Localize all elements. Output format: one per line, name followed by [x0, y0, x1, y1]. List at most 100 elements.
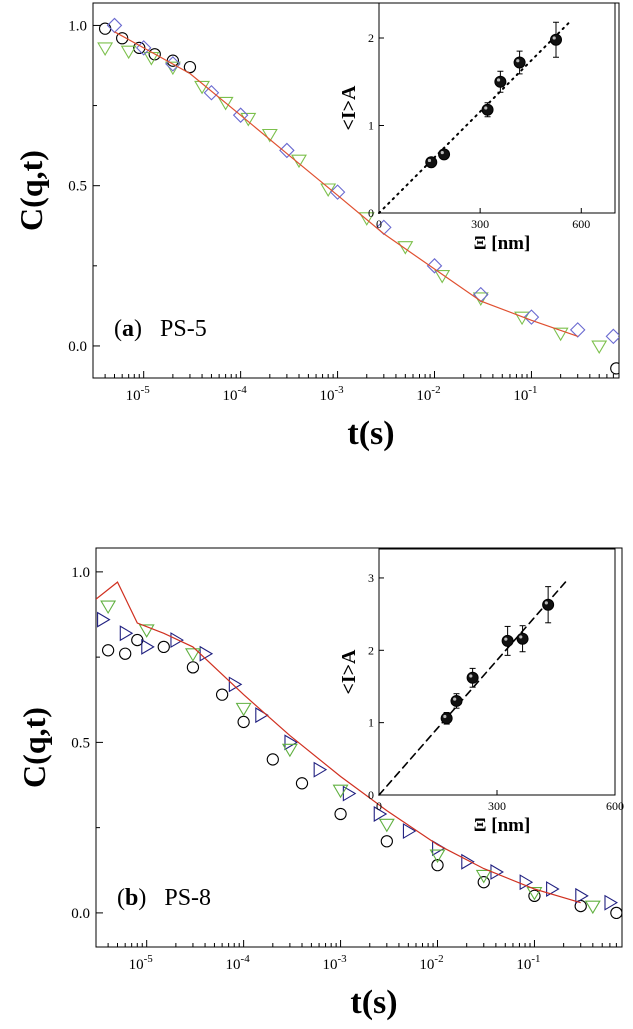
x-tick-exponent: -4	[238, 384, 248, 396]
inset-x-tick-label: 600	[572, 217, 590, 231]
inset-a: 0 300 600 0 1 2 Ξ [nm] <I>A	[338, 2, 616, 254]
y-tick-label: 0.0	[68, 339, 87, 355]
data-point	[380, 835, 393, 848]
data-point	[131, 633, 144, 647]
data-point	[546, 881, 560, 897]
point-highlight	[544, 601, 548, 605]
data-point	[291, 154, 307, 169]
data-point	[342, 785, 357, 802]
y-tick-label: 1.0	[68, 18, 87, 34]
inset-frame-a	[378, 2, 616, 214]
data-point	[116, 32, 129, 45]
data-point	[217, 96, 234, 111]
inset-y-ticks-b: 0 1 2 3	[368, 571, 384, 802]
x-tick-base: 10	[419, 957, 434, 973]
x-tick-label: 10-4	[223, 384, 248, 404]
marks-clip-group	[96, 581, 622, 920]
data-point	[284, 734, 298, 751]
data-point	[203, 84, 220, 101]
panel-label-close-paren: )	[138, 885, 146, 911]
point-highlight	[516, 59, 520, 63]
inset-y-tick-label: 3	[368, 571, 374, 585]
series-line	[96, 581, 581, 904]
inset-x-tick-label: 0	[376, 217, 382, 231]
x-tick-exponent: -3	[337, 953, 347, 965]
x-tick-base: 10	[516, 957, 531, 973]
panel-label-close-paren: )	[134, 316, 142, 342]
inset-data-point	[481, 103, 494, 116]
x-tick-label: 10-1	[513, 384, 537, 404]
data-point	[98, 22, 112, 35]
data-point	[431, 859, 444, 872]
point-highlight	[496, 78, 501, 82]
data-point	[575, 887, 589, 904]
inset-data-point	[501, 634, 514, 647]
y-tick-label: 0.5	[68, 179, 87, 195]
x-tick-base: 10	[322, 957, 337, 973]
data-point	[591, 340, 608, 355]
inset-y-ticks-a: 0 1 2	[368, 31, 384, 220]
x-tick-exponent: -3	[334, 384, 344, 396]
x-tick-label: 10-4	[226, 953, 251, 973]
data-point	[378, 818, 395, 833]
data-point	[138, 624, 155, 638]
x-axis-ticks-b: 10-5 10-4 10-3 10-2 10-1	[95, 940, 623, 973]
point-highlight	[484, 106, 488, 110]
point-highlight	[440, 150, 444, 155]
data-point	[228, 676, 243, 693]
x-tick-base: 10	[226, 957, 241, 973]
x-axis-ticks-a: 10-5 10-4 10-3 10-2 10-1	[92, 371, 620, 404]
point-highlight	[427, 158, 432, 163]
inset-x-tick-label: 300	[488, 799, 506, 813]
x-tick-label: 10-2	[416, 384, 440, 404]
panel-label-b: (b) PS-8	[117, 885, 211, 911]
y-tick-label: 0.0	[71, 906, 90, 922]
data-point	[584, 900, 601, 915]
data-point	[237, 715, 250, 729]
inset-marks-b	[378, 578, 569, 796]
data-point	[334, 807, 347, 821]
data-point	[610, 362, 619, 375]
panel-label-open-paren: (	[117, 885, 125, 911]
x-tick-label: 10-3	[322, 953, 347, 973]
inset-marks-a	[378, 19, 573, 214]
data-marks-a	[97, 17, 619, 375]
inset-x-tick-label: 0	[376, 799, 382, 813]
inset-y-tick-label: 1	[368, 119, 374, 133]
data-point	[295, 777, 309, 790]
data-point	[232, 107, 249, 123]
x-tick-exponent: -2	[434, 953, 443, 965]
x-axis-title-a: t(s)	[347, 415, 394, 452]
series-line	[114, 31, 578, 337]
inset-x-tick-label: 600	[606, 799, 624, 813]
data-point	[402, 823, 417, 840]
data-point	[472, 286, 489, 303]
sample-name-a: PS-5	[160, 316, 207, 342]
data-point	[526, 886, 543, 901]
inset-y-tick-label: 2	[368, 31, 374, 45]
data-point	[141, 638, 155, 655]
point-highlight	[443, 714, 447, 719]
y-axis-title-b: C(q,t)	[16, 707, 52, 788]
data-point	[313, 761, 328, 778]
x-tick-label: 10-1	[516, 953, 540, 973]
data-point	[397, 241, 414, 255]
inset-data-point	[440, 712, 453, 725]
data-point	[605, 328, 619, 345]
inset-x-ticks-a: 0 300 600	[376, 208, 590, 231]
inset-y-tick-label: 0	[368, 788, 374, 802]
x-tick-exponent: -5	[141, 384, 151, 396]
y-axis-title-a: C(q,t)	[13, 150, 49, 231]
data-point	[170, 632, 184, 649]
data-point	[528, 889, 541, 902]
data-point	[215, 688, 229, 701]
point-highlight	[519, 635, 523, 639]
x-tick-label: 10-5	[129, 953, 154, 973]
y-axis-ticks-b: 0.0 0.5 1.0	[71, 565, 103, 922]
data-point	[183, 60, 197, 74]
marks-clip-group	[97, 17, 619, 375]
inset-y-tick-label: 1	[368, 716, 374, 730]
data-point	[426, 258, 443, 274]
point-highlight	[453, 697, 457, 701]
